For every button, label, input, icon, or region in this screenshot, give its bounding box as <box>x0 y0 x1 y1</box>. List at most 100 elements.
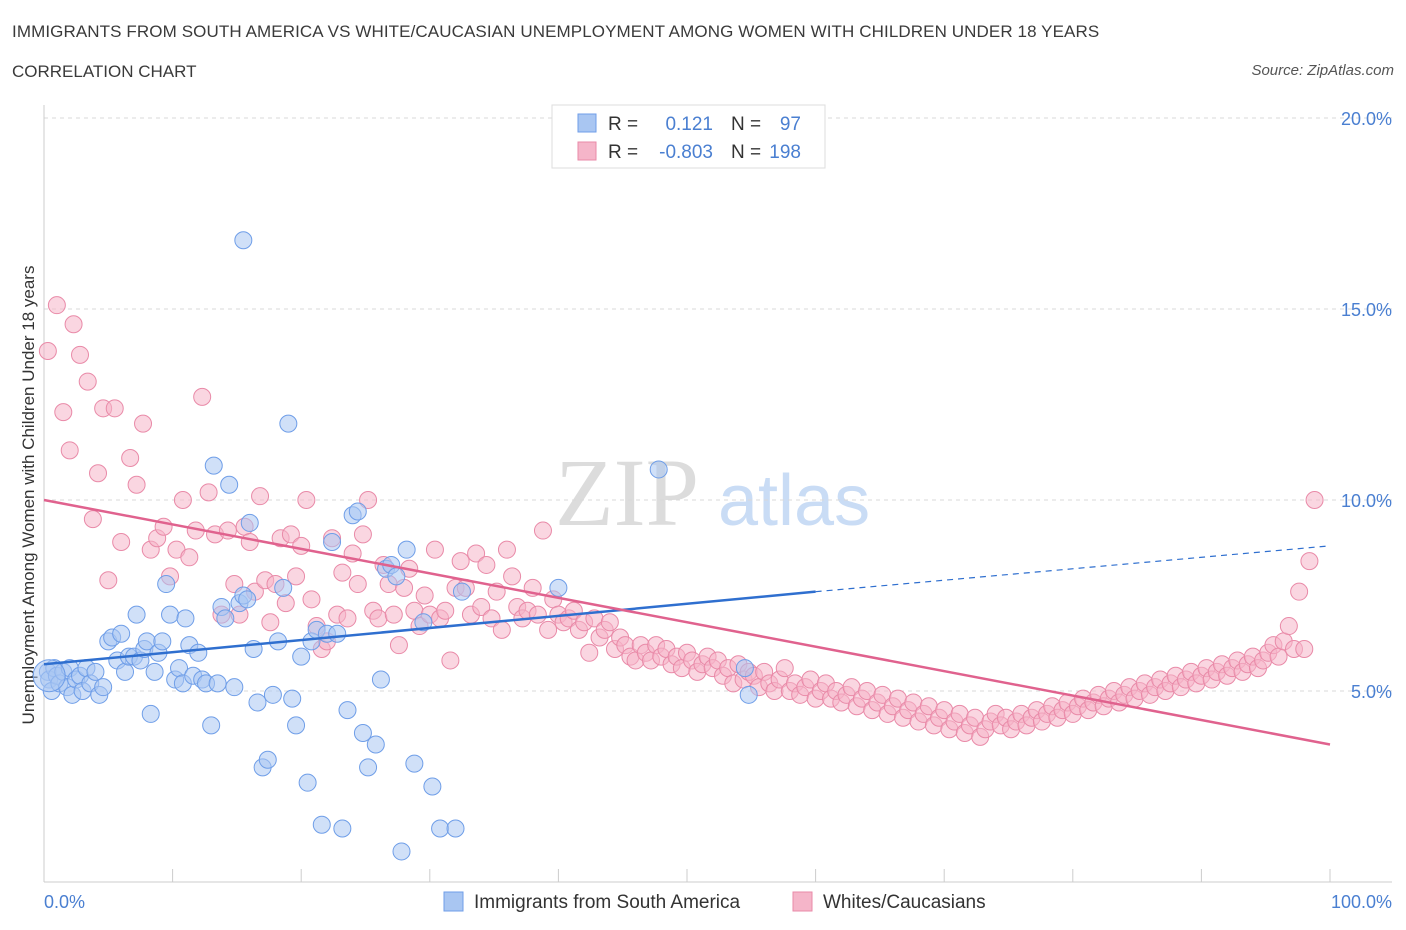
data-point <box>302 590 321 609</box>
data-point <box>397 540 416 559</box>
data-point <box>1305 491 1324 509</box>
stats-legend-frame <box>551 104 826 169</box>
data-point <box>216 609 235 628</box>
stats-r-label-1: R = <box>608 114 638 135</box>
data-point <box>467 544 486 563</box>
data-point <box>83 510 102 529</box>
data-point <box>533 521 552 540</box>
data-point <box>238 590 257 609</box>
data-point <box>189 643 208 662</box>
data-point <box>281 525 300 544</box>
data-point <box>1279 617 1298 636</box>
stats-n-value-2: 198 <box>769 142 801 163</box>
y-tick-labels: 5.0% 10.0% 15.0% 20.0% <box>1341 109 1392 702</box>
data-point <box>415 586 434 605</box>
legend-swatch-whites <box>792 891 813 912</box>
chart-subtitle: CORRELATION CHART <box>12 62 197 81</box>
data-point <box>86 662 105 681</box>
stats-swatch-blue <box>577 113 597 133</box>
data-point <box>425 540 444 559</box>
watermark-zip: ZIP <box>555 439 699 546</box>
data-point <box>279 414 298 433</box>
legend-swatch-immigrants <box>443 891 464 912</box>
data-point <box>297 491 316 509</box>
data-point <box>503 567 522 586</box>
trend-line-immigrants <box>43 590 816 666</box>
data-point <box>116 662 135 681</box>
data-point <box>333 563 352 582</box>
data-point <box>333 819 352 838</box>
data-point <box>94 678 113 697</box>
legend-label-whites: Whites/Caucasians <box>823 892 986 913</box>
data-point <box>292 647 311 666</box>
data-point <box>580 643 599 662</box>
data-point <box>348 575 367 594</box>
data-point <box>180 548 199 567</box>
data-point <box>225 678 244 697</box>
y-tick-label: 20.0% <box>1341 109 1392 129</box>
data-point <box>60 441 79 460</box>
data-point <box>287 716 306 735</box>
stats-r-value-1: 0.121 <box>665 114 713 135</box>
data-point <box>127 475 146 494</box>
stats-n-label-1: N = <box>731 114 761 135</box>
data-point <box>220 475 239 494</box>
data-point <box>328 624 347 643</box>
data-point <box>649 460 668 479</box>
data-point <box>208 674 227 693</box>
data-point <box>431 819 450 838</box>
data-point <box>202 716 221 735</box>
data-point <box>446 819 465 838</box>
y-axis-title: Unemployment Among Women with Children U… <box>19 266 38 725</box>
data-point <box>251 487 270 506</box>
series-legend: Immigrants from South America Whites/Cau… <box>443 891 986 913</box>
data-point <box>193 387 212 406</box>
data-point <box>89 464 108 483</box>
data-point <box>472 597 491 616</box>
trend-line-whites <box>43 498 1331 746</box>
data-point <box>384 605 403 624</box>
data-point <box>600 613 619 632</box>
trend-lines <box>43 498 1331 746</box>
data-point <box>338 701 357 720</box>
data-point <box>47 296 66 315</box>
data-point <box>121 448 140 467</box>
data-point <box>775 659 794 678</box>
data-point <box>348 502 367 521</box>
x-tick-label-max: 100.0% <box>1331 892 1392 912</box>
data-point <box>528 605 547 624</box>
data-point <box>173 491 192 509</box>
stats-r-label-2: R = <box>608 142 638 163</box>
data-point <box>392 842 411 861</box>
x-tick-marks <box>172 869 1331 882</box>
data-point <box>127 605 146 624</box>
data-point <box>1295 639 1314 658</box>
data-point <box>204 456 223 475</box>
data-point <box>436 601 455 620</box>
data-point <box>735 659 754 678</box>
data-point <box>161 605 180 624</box>
data-point <box>441 651 460 670</box>
data-point <box>287 567 306 586</box>
data-point <box>258 750 277 769</box>
data-point <box>261 613 280 632</box>
data-point <box>369 609 388 628</box>
stats-r-value-2: -0.803 <box>659 142 713 163</box>
data-point <box>292 536 311 555</box>
source-label: Source: ZipAtlas.com <box>1251 62 1394 79</box>
data-point <box>99 571 118 590</box>
data-point <box>739 685 758 704</box>
data-point <box>54 403 73 422</box>
data-point <box>141 704 160 723</box>
data-point <box>492 620 511 639</box>
data-point <box>366 735 385 754</box>
data-point <box>112 533 131 552</box>
data-point <box>1300 552 1319 571</box>
data-point <box>157 575 176 594</box>
y-tick-label: 10.0% <box>1341 491 1392 511</box>
data-point <box>134 414 153 433</box>
data-point <box>78 372 97 391</box>
stats-swatch-pink <box>577 141 597 161</box>
data-point <box>312 815 331 834</box>
